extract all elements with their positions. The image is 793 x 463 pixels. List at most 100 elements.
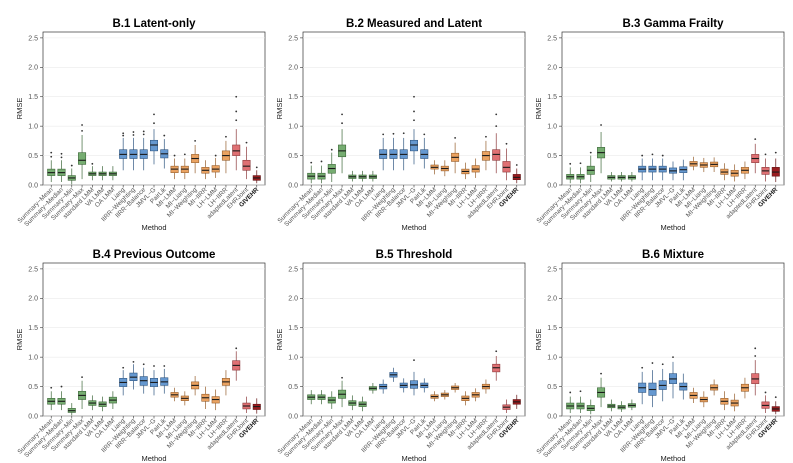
outlier-point (122, 132, 125, 135)
outlier-point (142, 130, 145, 133)
y-tick-label: 2.0 (288, 65, 298, 72)
chart-panel: B.2 Measured and Latent 0.0 0.5 1.0 1.5 2.0 2.… (275, 18, 526, 232)
x-axis-label: Method (660, 223, 685, 232)
y-tick-label: 0.5 (288, 384, 298, 391)
outlier-point (122, 366, 125, 369)
outlier-point (153, 365, 155, 367)
outlier-point (382, 133, 385, 136)
outlier-point (132, 360, 135, 363)
y-tick-label: 2.0 (547, 296, 557, 303)
outlier-point (214, 154, 217, 157)
outlier-point (641, 366, 644, 369)
chart-panel: B.1 Latent-only0.00.51.01.52.02.5RMSESum… (15, 18, 266, 232)
x-axis-label: Method (141, 223, 166, 232)
y-tick-label: 1.0 (288, 124, 298, 131)
x-axis-label: Method (141, 454, 166, 463)
chart-title: B.2 Measured and Latent (346, 18, 482, 30)
y-tick-label: 1.5 (288, 94, 298, 101)
outlier-point (341, 113, 343, 116)
outlier-point (569, 162, 572, 165)
outlier-point (413, 110, 415, 113)
y-tick-label: 1.5 (288, 325, 298, 332)
box (150, 139, 159, 152)
outlier-point (672, 356, 674, 359)
y-axis-label: RMSE (15, 329, 24, 351)
outlier-point (60, 156, 63, 159)
outlier-point (60, 385, 63, 388)
outlier-point (754, 138, 757, 141)
outlier-point (81, 124, 83, 126)
y-tick-label: 2.0 (547, 65, 557, 72)
outlier-point (495, 350, 498, 353)
chart-title: B.3 Gamma Frailty (623, 18, 725, 30)
outlier-point (122, 134, 125, 137)
outlier-point (60, 152, 63, 155)
outlier-point (600, 372, 602, 375)
y-tick-label: 2.5 (28, 35, 38, 42)
y-tick-label: 1.5 (28, 94, 38, 101)
outlier-point (413, 359, 415, 361)
outlier-point (235, 347, 238, 350)
outlier-point (163, 365, 166, 367)
box (502, 161, 511, 173)
outlier-point (495, 113, 498, 116)
y-tick-label: 1.0 (288, 355, 298, 362)
y-axis-label: RMSE (15, 98, 24, 120)
outlier-point (641, 154, 644, 157)
outlier-point (235, 110, 238, 113)
y-tick-label: 2.5 (547, 35, 557, 42)
y-tick-label: 2.0 (28, 65, 38, 72)
box (242, 159, 251, 171)
outlier-point (569, 391, 572, 394)
y-tick-label: 1.0 (547, 355, 557, 362)
y-tick-label: 1.0 (547, 124, 557, 131)
y-tick-label: 1.0 (28, 355, 38, 362)
y-tick-label: 2.5 (28, 266, 38, 273)
y-tick-label: 0.0 (547, 413, 557, 420)
outlier-point (163, 134, 166, 137)
outlier-point (651, 362, 654, 364)
outlier-point (392, 132, 395, 135)
outlier-point (661, 154, 664, 157)
outlier-point (235, 119, 238, 122)
y-tick-label: 1.0 (28, 124, 38, 131)
x-axis-label: Method (401, 454, 426, 463)
x-axis-label: Method (660, 454, 685, 463)
outlier-point (589, 151, 592, 154)
y-tick-label: 0.5 (28, 384, 38, 391)
chart-title: B.4 Previous Outcome (93, 249, 216, 261)
chart-panel: B.5 Threshold0.00.51.01.52.02.5RMSESumma… (275, 249, 526, 463)
outlier-point (754, 355, 757, 357)
outlier-point (183, 153, 186, 156)
outlier-point (341, 376, 343, 379)
outlier-point (153, 122, 155, 125)
box (409, 139, 418, 152)
x-axis-label: Method (401, 223, 426, 232)
box (492, 149, 501, 161)
y-tick-label: 2.5 (547, 266, 557, 273)
chart-panel: B.3 Gamma Frailty0.00.51.01.52.02.5RMSES… (534, 18, 785, 232)
y-tick-label: 0.0 (547, 182, 557, 189)
outlier-point (245, 141, 248, 144)
outlier-point (194, 139, 197, 142)
y-tick-label: 0.0 (288, 413, 298, 420)
outlier-point (579, 390, 582, 393)
y-tick-label: 0.5 (288, 153, 298, 160)
outlier-point (255, 166, 258, 169)
outlier-point (225, 135, 227, 138)
y-axis-label: RMSE (275, 329, 284, 351)
y-tick-label: 2.5 (288, 266, 298, 273)
outlier-point (50, 386, 53, 389)
outlier-point (310, 161, 313, 164)
y-tick-label: 2.5 (288, 35, 298, 42)
chart-panel: B.4 Previous Outcome 0.0 0.5 1.0 1.5 2.0 2.5 RM… (15, 249, 266, 463)
chart-title: B.6 Mixture (642, 249, 704, 261)
outlier-point (341, 122, 343, 125)
outlier-point (651, 153, 654, 156)
outlier-point (764, 153, 767, 156)
box (78, 152, 87, 165)
outlier-point (132, 134, 135, 136)
outlier-point (423, 133, 426, 136)
y-tick-label: 0.5 (28, 153, 38, 160)
